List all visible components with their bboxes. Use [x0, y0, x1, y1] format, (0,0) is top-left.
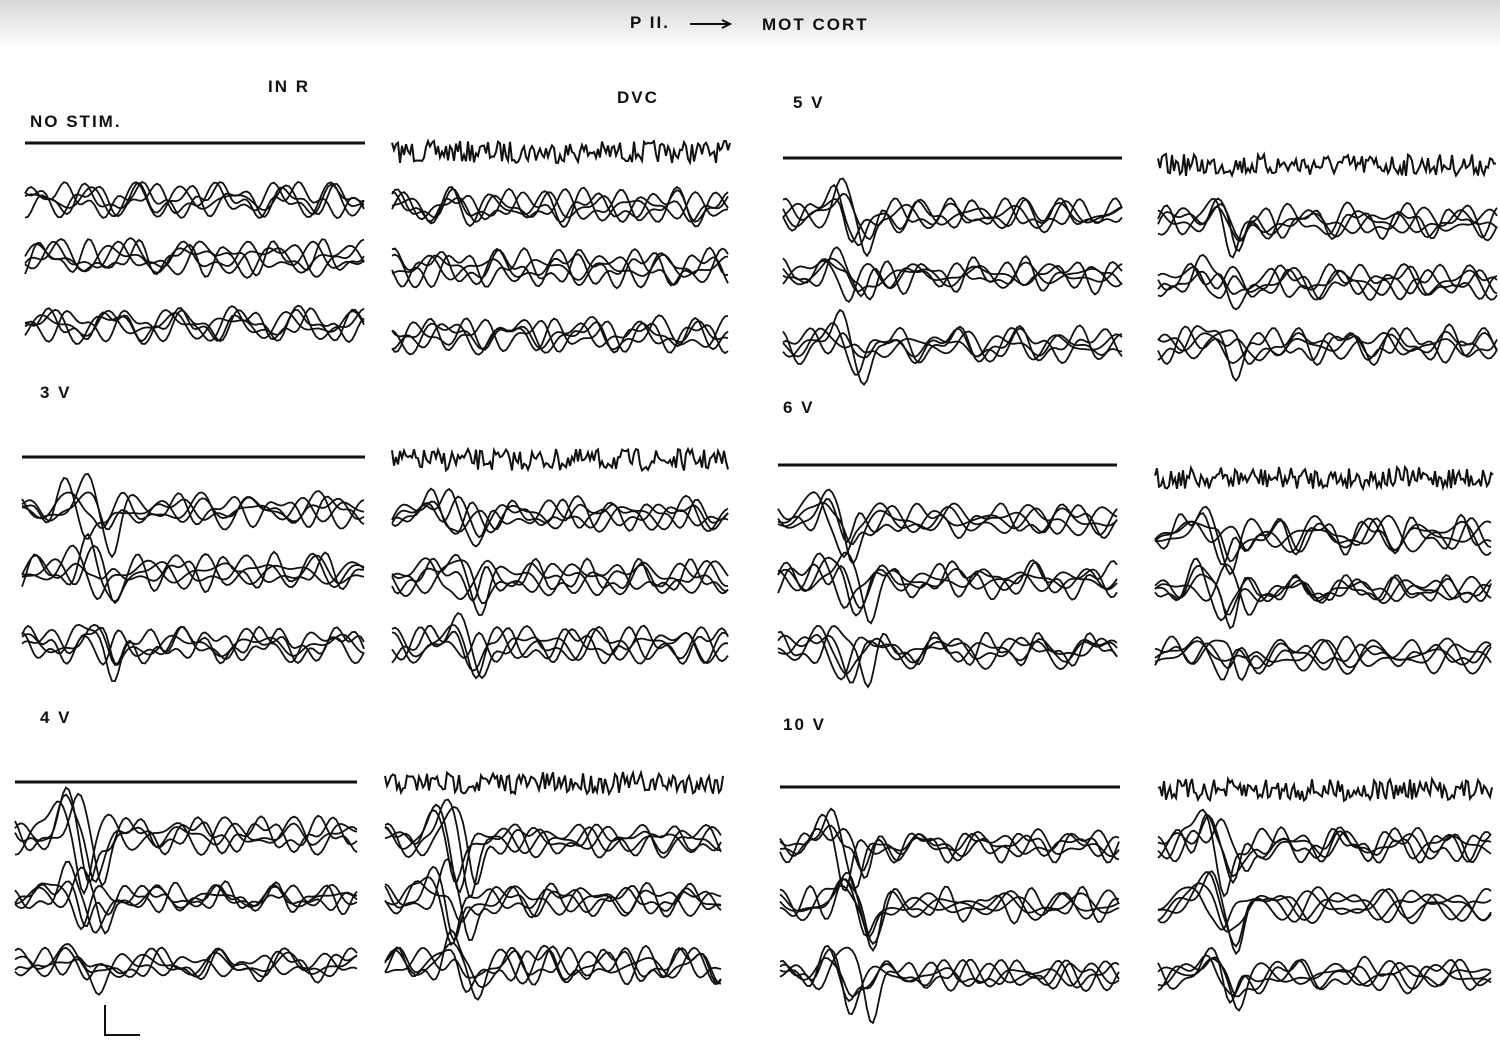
response-trace — [22, 474, 364, 557]
noise-trace — [1158, 779, 1492, 801]
response-trace — [1155, 513, 1491, 564]
response-trace — [22, 534, 364, 601]
panel-label: 5 V — [793, 93, 825, 112]
panel-label: 4 V — [40, 708, 72, 727]
response-trace — [392, 315, 728, 354]
column-label: IN R — [268, 77, 310, 96]
response-trace — [1158, 959, 1491, 997]
response-trace — [780, 946, 1119, 1001]
scale-bar — [105, 1005, 140, 1035]
response-trace — [392, 318, 728, 352]
response-trace — [1155, 559, 1491, 621]
response-trace — [15, 948, 357, 983]
response-trace — [385, 859, 721, 940]
noise-trace — [1155, 467, 1493, 489]
panel-label: 3 V — [40, 383, 72, 402]
header-right: MOT CORT — [762, 15, 869, 34]
response-trace — [778, 490, 1117, 564]
response-trace — [778, 553, 1117, 608]
response-trace — [385, 800, 721, 897]
figure: P II. MOT CORT IN R DVC NO STIM. 3 V 4 V… — [0, 0, 1500, 1044]
noise-trace — [385, 772, 723, 794]
response-trace — [1158, 810, 1491, 896]
response-trace — [780, 949, 1119, 1014]
traces — [15, 141, 1497, 1023]
top-band — [0, 0, 1500, 50]
response-trace — [392, 613, 728, 678]
response-trace — [1158, 324, 1497, 365]
page: P II. MOT CORT IN R DVC NO STIM. 3 V 4 V… — [0, 0, 1500, 1044]
noise-trace — [392, 141, 730, 163]
response-trace — [22, 546, 364, 603]
response-trace — [15, 802, 357, 894]
panel-label: NO STIM. — [30, 112, 122, 131]
noise-trace — [1158, 154, 1496, 176]
header-left: P II. — [630, 13, 670, 32]
response-trace — [1158, 814, 1491, 876]
response-trace — [1158, 264, 1497, 300]
response-trace — [385, 867, 721, 941]
panel-label: 6 V — [783, 398, 815, 417]
panel-label: 10 V — [783, 715, 826, 734]
column-label: DVC — [617, 88, 659, 107]
noise-trace — [392, 449, 728, 471]
